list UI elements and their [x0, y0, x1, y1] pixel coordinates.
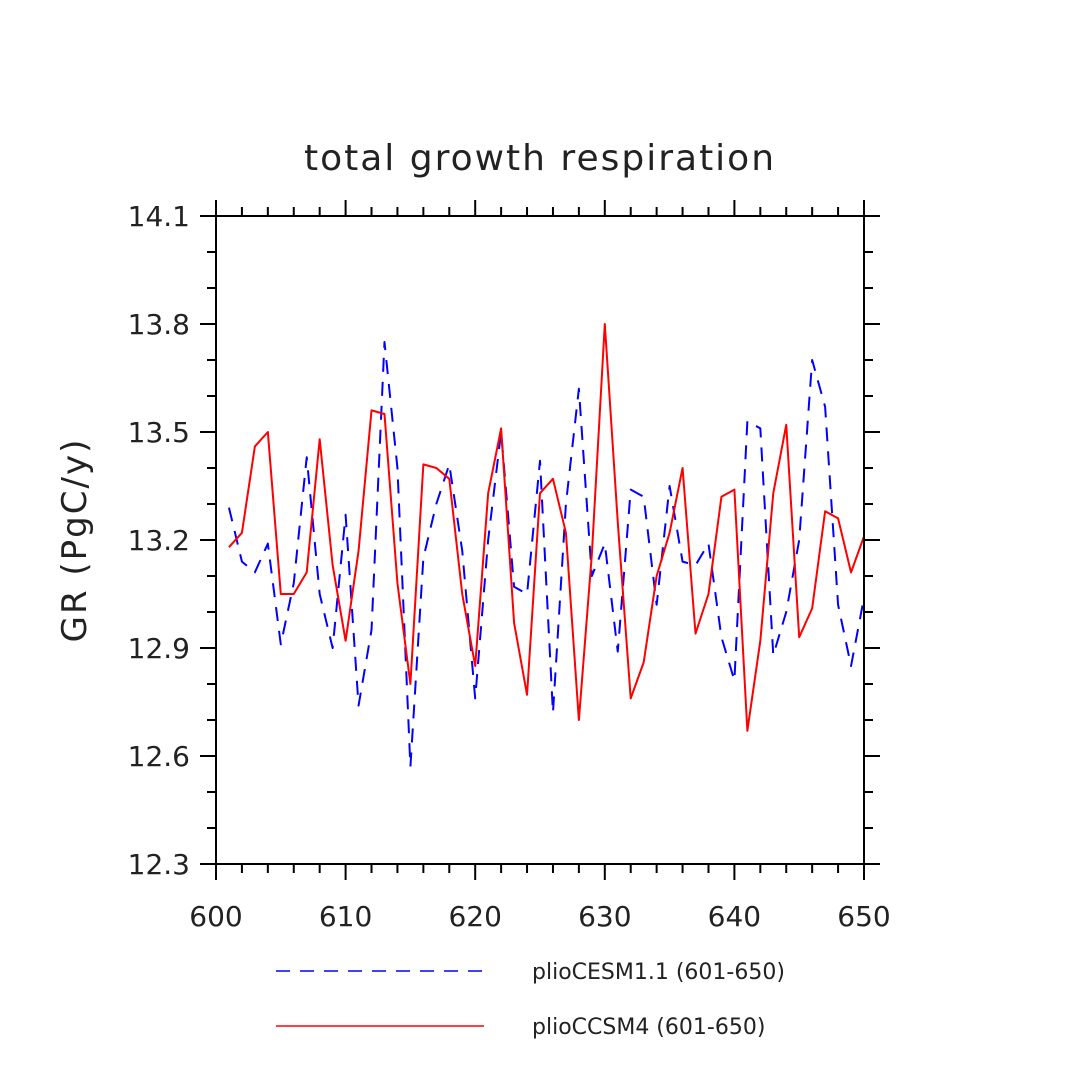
- y-tick-label: 12.3: [128, 848, 190, 881]
- plot-frame: [215, 215, 865, 865]
- legend-label-plioCCSM4: plioCCSM4 (601-650): [532, 1015, 765, 1040]
- x-tick-label: 620: [448, 900, 501, 933]
- series-line-plioCCSM4: [228, 323, 864, 732]
- y-tick-label: 13.8: [128, 308, 190, 341]
- legend: plioCESM1.1 (601-650) plioCCSM4 (601-650…: [276, 960, 785, 1040]
- x-tick-label: 640: [708, 900, 761, 933]
- y-tick-label: 14.1: [128, 200, 190, 233]
- series-line-plioCESM1: [227, 341, 864, 768]
- y-tick-label: 13.5: [128, 416, 190, 449]
- y-tick-label: 13.2: [128, 524, 190, 557]
- x-tick-label: 600: [189, 900, 242, 933]
- x-tick-label: 630: [578, 900, 631, 933]
- x-tick-label: 610: [319, 900, 372, 933]
- y-tick-label: 12.9: [128, 632, 190, 665]
- legend-label-plioCESM1: plioCESM1.1 (601-650): [532, 960, 785, 985]
- chart-title: total growth respiration: [304, 138, 776, 179]
- y-axis-label: GR (PgC/y): [55, 438, 95, 643]
- y-tick-label: 12.6: [128, 740, 190, 773]
- x-tick-label: 650: [837, 900, 890, 933]
